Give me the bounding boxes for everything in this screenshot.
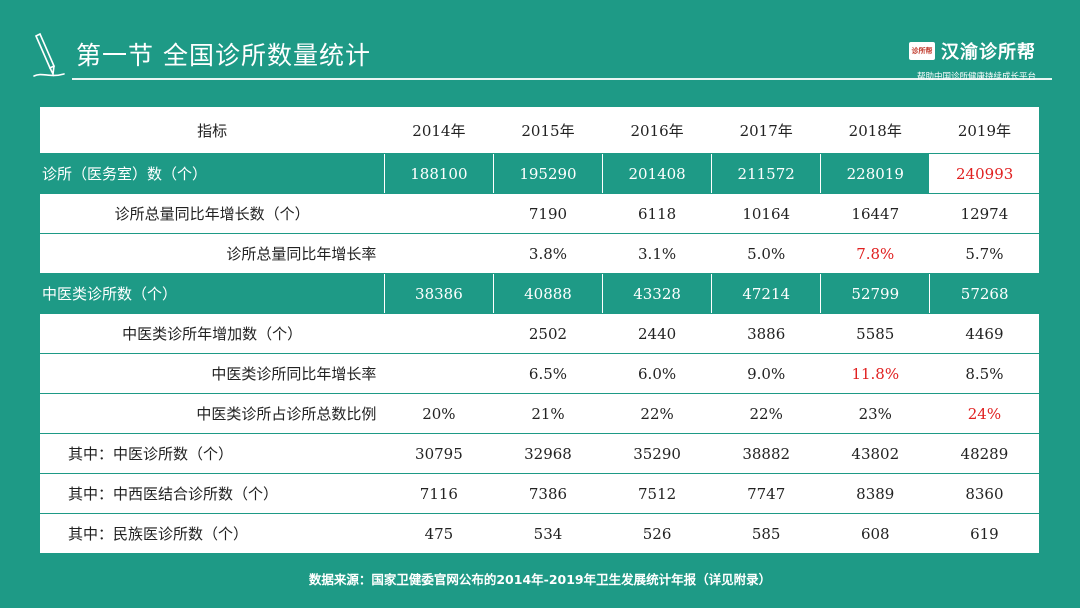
page-title: 第一节 全国诊所数量统计 <box>76 41 371 70</box>
table-cell: 526 <box>602 513 712 554</box>
table-cell-highlight: 24% <box>929 393 1039 434</box>
table-cell: 43802 <box>820 433 930 474</box>
table-cell: 8389 <box>820 473 930 514</box>
pen-icon <box>33 32 65 77</box>
table-cell: 7190 <box>493 193 603 234</box>
table-cell <box>384 353 494 394</box>
column-header: 2018年 <box>820 107 930 154</box>
table-cell: 7386 <box>493 473 603 514</box>
table-cell-highlight: 7.8% <box>820 233 930 274</box>
table-row: 诊所（医务室）数（个） 188100 195290 201408 211572 … <box>40 153 1039 194</box>
table-cell: 10164 <box>711 193 821 234</box>
table-cell: 211572 <box>711 153 822 194</box>
table-cell: 534 <box>493 513 603 554</box>
table-cell: 7512 <box>602 473 712 514</box>
table-cell: 40888 <box>493 273 604 314</box>
table-cell: 30795 <box>384 433 494 474</box>
table-cell-highlight: 240993 <box>929 153 1039 194</box>
table-row: 中医类诊所数（个） 38386 40888 43328 47214 52799 … <box>40 273 1039 314</box>
table-cell: 20% <box>384 393 494 434</box>
table-cell: 21% <box>493 393 603 434</box>
column-header: 2015年 <box>493 107 603 154</box>
table-cell: 5.0% <box>711 233 821 274</box>
table-cell: 4469 <box>929 313 1039 354</box>
row-label: 诊所总量同比年增长数（个） <box>40 193 385 234</box>
table-cell: 9.0% <box>711 353 821 394</box>
column-header: 指标 <box>40 107 385 154</box>
table-cell: 188100 <box>384 153 494 194</box>
table-cell: 57268 <box>929 273 1039 314</box>
clinic-stats-table: 指标 2014年 2015年 2016年 2017年 2018年 2019年 诊… <box>40 107 1039 554</box>
table-cell: 12974 <box>929 193 1039 234</box>
table-row: 其中：中医诊所数（个） 30795 32968 35290 38882 4380… <box>40 433 1039 474</box>
row-label: 其中：中西医结合诊所数（个） <box>40 473 385 514</box>
table-cell: 48289 <box>929 433 1039 474</box>
table-cell: 35290 <box>602 433 712 474</box>
table-cell: 3.8% <box>493 233 603 274</box>
table-row: 中医类诊所同比年增长率 6.5% 6.0% 9.0% 11.8% 8.5% <box>40 353 1039 394</box>
row-label: 其中：中医诊所数（个） <box>40 433 385 474</box>
table-row: 其中：中西医结合诊所数（个） 7116 7386 7512 7747 8389 … <box>40 473 1039 514</box>
table-cell: 7116 <box>384 473 494 514</box>
column-header: 2016年 <box>602 107 712 154</box>
table-cell: 608 <box>820 513 930 554</box>
table-cell: 47214 <box>711 273 822 314</box>
row-label: 其中：民族医诊所数（个） <box>40 513 385 554</box>
table-cell: 5585 <box>820 313 930 354</box>
table-cell: 195290 <box>493 153 604 194</box>
title-divider <box>72 78 1052 80</box>
row-label: 中医类诊所数（个） <box>40 273 385 314</box>
table-cell: 52799 <box>820 273 931 314</box>
table-cell: 475 <box>384 513 494 554</box>
table-cell: 23% <box>820 393 930 434</box>
row-label: 诊所总量同比年增长率 <box>40 233 385 274</box>
column-header: 2014年 <box>384 107 494 154</box>
row-label: 中医类诊所同比年增长率 <box>40 353 385 394</box>
table-cell <box>384 313 494 354</box>
table-cell: 38386 <box>384 273 494 314</box>
table-cell: 3.1% <box>602 233 712 274</box>
data-source-note: 数据来源：国家卫健委官网公布的2014年-2019年卫生发展统计年报（详见附录） <box>308 572 772 587</box>
table-cell: 201408 <box>602 153 713 194</box>
table-cell: 2440 <box>602 313 712 354</box>
table-cell: 43328 <box>602 273 713 314</box>
table-cell: 5.7% <box>929 233 1039 274</box>
table-cell: 32968 <box>493 433 603 474</box>
column-header: 2019年 <box>929 107 1039 154</box>
table-cell <box>384 193 494 234</box>
table-cell: 6118 <box>602 193 712 234</box>
table-row: 诊所总量同比年增长率 3.8% 3.1% 5.0% 7.8% 5.7% <box>40 233 1039 274</box>
row-label: 中医类诊所占诊所总数比例 <box>40 393 385 434</box>
table-header-row: 指标 2014年 2015年 2016年 2017年 2018年 2019年 <box>40 107 1039 154</box>
table-cell: 3886 <box>711 313 821 354</box>
table-row: 诊所总量同比年增长数（个） 7190 6118 10164 16447 1297… <box>40 193 1039 234</box>
table-cell: 6.0% <box>602 353 712 394</box>
table-row: 中医类诊所占诊所总数比例 20% 21% 22% 22% 23% 24% <box>40 393 1039 434</box>
table-cell-highlight: 11.8% <box>820 353 930 394</box>
table-cell: 38882 <box>711 433 821 474</box>
brand-logo: 诊所帮 汉渝诊所帮 帮助中国诊所健康持续成长平台 <box>909 38 1036 82</box>
table-row: 中医类诊所年增加数（个） 2502 2440 3886 5585 4469 <box>40 313 1039 354</box>
logo-badge-icon: 诊所帮 <box>909 42 935 60</box>
logo-name: 汉渝诊所帮 <box>941 42 1036 63</box>
table-cell: 619 <box>929 513 1039 554</box>
logo-slogan: 帮助中国诊所健康持续成长平台 <box>916 72 1036 82</box>
table-cell: 2502 <box>493 313 603 354</box>
row-label: 中医类诊所年增加数（个） <box>40 313 385 354</box>
column-header: 2017年 <box>711 107 821 154</box>
table-cell <box>384 233 494 274</box>
table-cell: 22% <box>711 393 821 434</box>
row-label: 诊所（医务室）数（个） <box>40 153 385 194</box>
table-cell: 7747 <box>711 473 821 514</box>
table-cell: 228019 <box>820 153 931 194</box>
table-cell: 8360 <box>929 473 1039 514</box>
table-cell: 8.5% <box>929 353 1039 394</box>
table-row: 其中：民族医诊所数（个） 475 534 526 585 608 619 <box>40 513 1039 554</box>
table-cell: 585 <box>711 513 821 554</box>
table-cell: 16447 <box>820 193 930 234</box>
table-cell: 22% <box>602 393 712 434</box>
table-cell: 6.5% <box>493 353 603 394</box>
